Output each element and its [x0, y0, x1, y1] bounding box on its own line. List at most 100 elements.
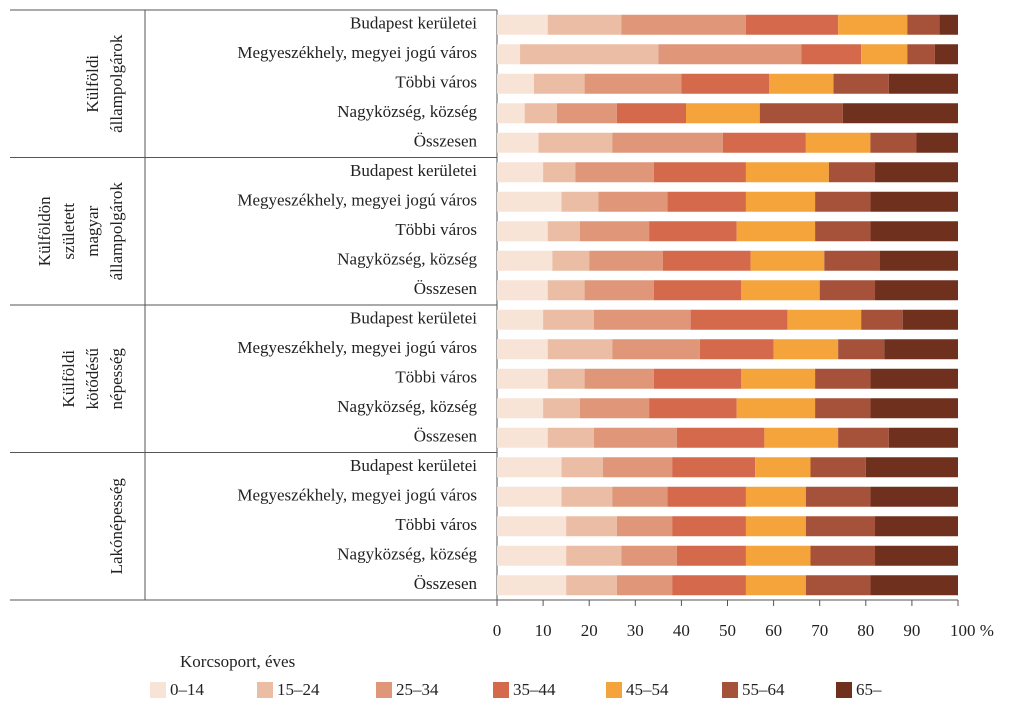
group-label: magyar	[83, 205, 102, 256]
x-tick-label: 70	[811, 621, 828, 640]
bar-segment	[902, 309, 958, 330]
legend-swatch	[493, 682, 509, 698]
bar-segment	[870, 221, 958, 242]
bar-segment	[547, 339, 613, 360]
bar-segment	[566, 516, 617, 537]
category-label: Többi város	[395, 515, 477, 534]
bar-segment	[875, 545, 958, 566]
legend-label: 35–44	[513, 680, 556, 699]
bar-segment	[764, 427, 839, 448]
category-label: Összesen	[414, 279, 478, 298]
bar-segment	[603, 457, 673, 478]
bar-segment	[870, 368, 958, 389]
bar-segment	[768, 73, 834, 94]
bar-segment	[612, 339, 700, 360]
x-tick-label: 100 %	[950, 621, 994, 640]
bar-segment	[759, 103, 843, 124]
bar-segment	[497, 339, 548, 360]
bar-segment	[584, 368, 654, 389]
bar-segment	[805, 132, 871, 153]
bar-segment	[561, 486, 613, 507]
bar-segment	[681, 73, 769, 94]
bar-segment	[593, 309, 691, 330]
bar-segment	[649, 398, 737, 419]
bar-segment	[815, 398, 871, 419]
bar-segment	[861, 309, 903, 330]
category-label: Összesen	[414, 574, 478, 593]
bar-segment	[842, 103, 958, 124]
bar-segment	[875, 280, 958, 301]
group-label: népesség	[107, 348, 126, 410]
bar-segment	[497, 398, 544, 419]
bar-segment	[805, 516, 876, 537]
bar-segment	[497, 191, 562, 212]
bar-segment	[497, 73, 534, 94]
bar-segment	[593, 427, 677, 448]
bar-segment	[672, 457, 756, 478]
category-label: Többi város	[395, 73, 477, 92]
bar-segment	[621, 14, 746, 35]
bar-segment	[589, 250, 663, 271]
category-label: Megyeszékhely, megyei jogú város	[237, 191, 477, 210]
bar-segment	[579, 221, 650, 242]
bar-segment	[497, 14, 548, 35]
bar-segment	[870, 398, 958, 419]
bar-segment	[750, 250, 825, 271]
bar-segment	[745, 14, 839, 35]
group-label: kötődésű	[83, 348, 102, 410]
x-tick-label: 90	[903, 621, 920, 640]
bar-segment	[884, 339, 958, 360]
category-label: Megyeszékhely, megyei jogú város	[237, 486, 477, 505]
bar-segment	[672, 516, 746, 537]
bar-segment	[561, 457, 604, 478]
category-label: Összesen	[414, 132, 478, 151]
bar-segment	[888, 73, 958, 94]
bar-segment	[497, 132, 539, 153]
bar-segment	[745, 575, 806, 596]
bar-segment	[833, 73, 889, 94]
bar-segment	[658, 44, 802, 65]
bar-segment	[497, 221, 548, 242]
bar-segment	[497, 368, 548, 389]
bar-segment	[543, 162, 576, 183]
bar-segment	[653, 162, 746, 183]
legend-label: 45–54	[626, 680, 669, 699]
bar-segment	[533, 73, 585, 94]
bar-segment	[524, 103, 557, 124]
bar-segment	[865, 457, 958, 478]
legend-swatch	[376, 682, 392, 698]
x-tick-label: 30	[627, 621, 644, 640]
bar-segment	[547, 280, 585, 301]
bar-segment	[907, 14, 940, 35]
bar-segment	[584, 280, 654, 301]
group-label: Külföldön	[35, 196, 54, 266]
bar-segment	[805, 575, 871, 596]
bar-segment	[745, 486, 806, 507]
bar-segment	[616, 575, 673, 596]
bar-segment	[497, 486, 562, 507]
legend-swatch	[606, 682, 622, 698]
bar-segment	[566, 545, 622, 566]
bar-segment	[672, 575, 746, 596]
x-tick-label: 20	[581, 621, 598, 640]
group-label: Külföldi	[83, 55, 102, 113]
bar-segment	[838, 339, 885, 360]
bar-segment	[934, 44, 958, 65]
bar-segment	[653, 280, 742, 301]
bar-segment	[875, 162, 958, 183]
bar-segment	[667, 191, 746, 212]
bar-segment	[497, 309, 544, 330]
bar-segment	[497, 44, 521, 65]
category-label: Összesen	[414, 427, 478, 446]
bar-segment	[861, 44, 908, 65]
bar-segment	[745, 516, 806, 537]
bar-segment	[939, 14, 958, 35]
legend-swatch	[150, 682, 166, 698]
bar-segment	[598, 191, 668, 212]
bar-segment	[916, 132, 958, 153]
bar-segment	[497, 457, 562, 478]
category-label: Budapest kerületei	[350, 14, 477, 33]
bar-segment	[497, 427, 548, 448]
category-label: Megyeszékhely, megyei jogú város	[237, 338, 477, 357]
legend-label: 15–24	[277, 680, 320, 699]
